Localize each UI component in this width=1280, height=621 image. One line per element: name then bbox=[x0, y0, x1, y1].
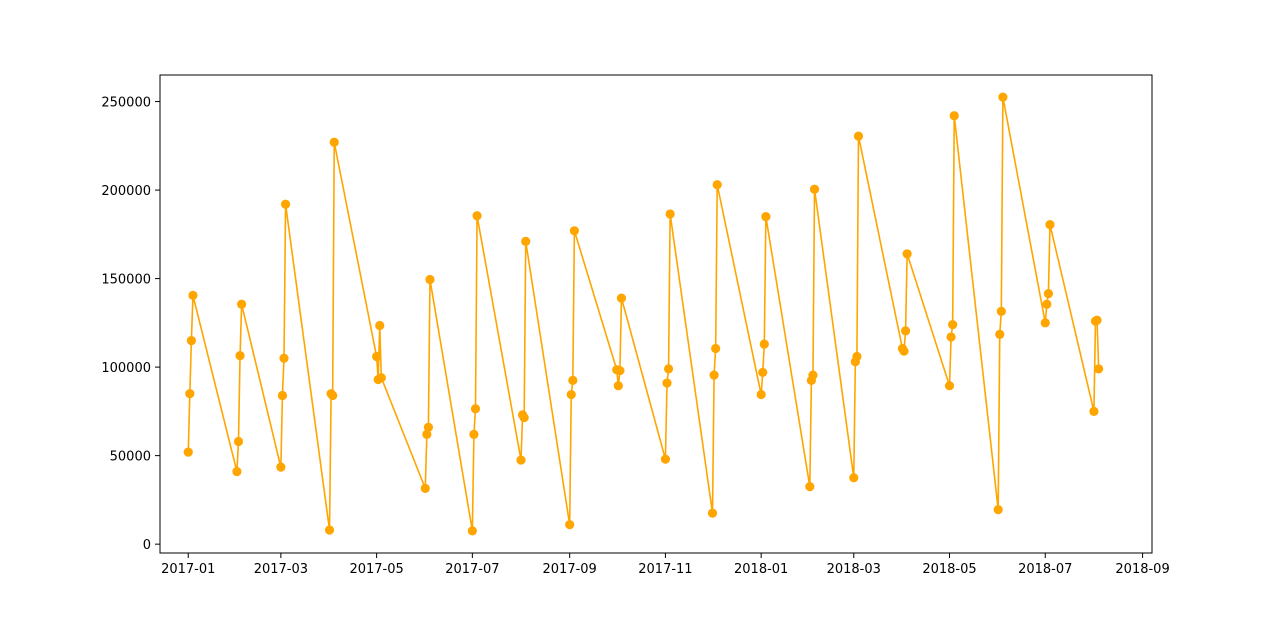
data-point bbox=[237, 299, 247, 309]
data-point bbox=[849, 473, 859, 483]
data-point bbox=[186, 335, 196, 346]
data-point bbox=[569, 226, 579, 236]
y-tick-label: 0 bbox=[143, 538, 151, 553]
data-point bbox=[328, 390, 338, 401]
data-point bbox=[996, 306, 1006, 316]
data-point bbox=[185, 389, 195, 399]
data-point bbox=[615, 366, 625, 376]
x-tick-label: 2017-01 bbox=[161, 562, 215, 577]
data-point bbox=[853, 131, 864, 141]
data-point bbox=[279, 353, 289, 363]
data-point bbox=[761, 212, 771, 222]
data-point bbox=[709, 370, 719, 380]
x-tick-label: 2017-11 bbox=[638, 562, 692, 577]
data-point bbox=[188, 290, 198, 301]
data-point bbox=[948, 320, 958, 330]
y-tick-label: 100000 bbox=[101, 361, 151, 376]
data-point bbox=[1042, 299, 1052, 309]
data-point bbox=[376, 373, 386, 383]
data-point bbox=[1089, 406, 1099, 416]
data-point bbox=[232, 466, 242, 477]
data-point bbox=[469, 429, 479, 439]
x-tick-label: 2017-03 bbox=[254, 562, 308, 577]
data-point bbox=[277, 390, 288, 401]
data-point bbox=[1043, 289, 1054, 299]
data-point bbox=[233, 436, 244, 447]
data-point bbox=[1045, 220, 1055, 230]
plot-frame bbox=[159, 74, 1153, 554]
x-axis: 2017-01 2017-03 2017-05 2017-07 2017-09 2017-… bbox=[161, 553, 1170, 577]
x-tick-label: 2018-07 bbox=[1018, 562, 1072, 577]
x-tick-label: 2017-09 bbox=[543, 562, 597, 577]
data-point bbox=[519, 412, 529, 423]
data-point bbox=[280, 199, 291, 209]
data-point bbox=[1094, 364, 1104, 374]
data-point bbox=[183, 447, 193, 457]
data-point bbox=[420, 483, 430, 493]
data-point bbox=[665, 209, 675, 219]
data-point bbox=[660, 454, 671, 464]
y-tick-label: 50000 bbox=[110, 450, 151, 465]
y-tick-label: 200000 bbox=[101, 184, 151, 199]
y-tick-label: 250000 bbox=[101, 96, 151, 111]
data-point bbox=[568, 375, 578, 385]
data-point bbox=[902, 249, 912, 259]
data-point bbox=[422, 429, 432, 439]
data-point bbox=[998, 92, 1008, 102]
data-point bbox=[949, 111, 959, 121]
data-point bbox=[899, 346, 909, 356]
y-axis: 0 50000 100000 150000 200000 250000 bbox=[101, 96, 160, 553]
data-point bbox=[616, 293, 627, 303]
data-point bbox=[1040, 318, 1050, 328]
data-point bbox=[944, 381, 955, 391]
data-point bbox=[663, 364, 674, 374]
x-tick-label: 2017-05 bbox=[349, 562, 403, 577]
data-point bbox=[329, 137, 339, 147]
data-point bbox=[235, 351, 245, 361]
data-point bbox=[707, 508, 718, 518]
data-point bbox=[425, 274, 435, 285]
data-point bbox=[470, 404, 481, 414]
data-point bbox=[276, 462, 286, 472]
data-point bbox=[712, 180, 722, 190]
data-point bbox=[759, 339, 769, 349]
data-point bbox=[946, 332, 956, 342]
x-tick-label: 2018-05 bbox=[922, 562, 976, 577]
data-point bbox=[516, 455, 526, 465]
data-point bbox=[423, 422, 434, 432]
data-point bbox=[467, 526, 477, 536]
data-point bbox=[900, 326, 911, 336]
data-point bbox=[809, 184, 820, 194]
y-tick-label: 150000 bbox=[101, 273, 151, 288]
data-point bbox=[756, 389, 766, 400]
data-point bbox=[758, 367, 768, 378]
data-point bbox=[805, 482, 815, 492]
data-point bbox=[1092, 315, 1102, 325]
data-point bbox=[566, 389, 576, 400]
x-tick-label: 2018-09 bbox=[1115, 562, 1169, 577]
data-point bbox=[808, 370, 818, 380]
data-point bbox=[613, 381, 623, 391]
data-point bbox=[852, 351, 862, 362]
data-point bbox=[324, 525, 335, 535]
x-tick-label: 2018-01 bbox=[734, 562, 788, 577]
data-point bbox=[372, 351, 382, 362]
data-point bbox=[995, 329, 1005, 339]
data-point bbox=[993, 505, 1003, 515]
data-point bbox=[472, 211, 482, 221]
data-point bbox=[662, 378, 672, 388]
series-layer bbox=[183, 92, 1104, 536]
data-point bbox=[565, 520, 575, 530]
data-point bbox=[521, 236, 531, 247]
x-tick-label: 2017-07 bbox=[445, 562, 499, 577]
data-point bbox=[375, 320, 385, 331]
data-point bbox=[711, 343, 721, 354]
x-tick-label: 2018-03 bbox=[827, 562, 881, 577]
